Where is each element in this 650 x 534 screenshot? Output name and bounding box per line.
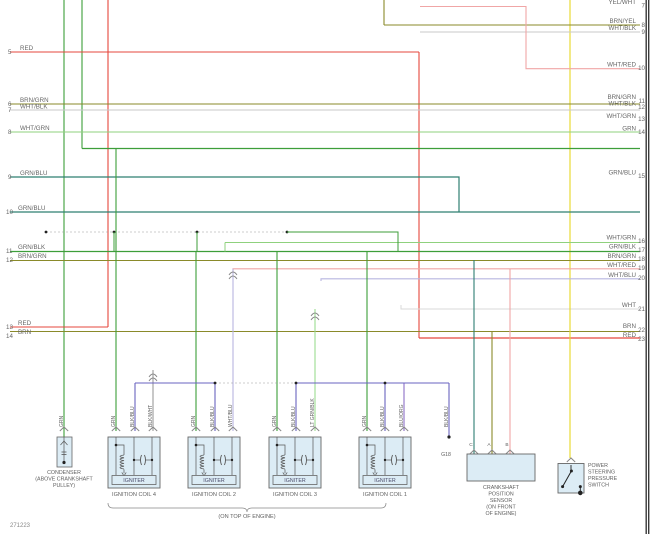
svg-text:IGNITION COIL 1: IGNITION COIL 1 bbox=[363, 492, 407, 498]
svg-text:B: B bbox=[505, 442, 508, 448]
svg-text:15: 15 bbox=[638, 173, 645, 180]
svg-text:18: 18 bbox=[638, 256, 645, 263]
svg-text:IGNITION COIL 4: IGNITION COIL 4 bbox=[112, 492, 156, 498]
svg-text:WHT/GRN: WHT/GRN bbox=[20, 125, 50, 132]
svg-text:GRN: GRN bbox=[191, 416, 197, 428]
svg-text:BLK/BLU: BLK/BLU bbox=[210, 406, 216, 427]
svg-text:22: 22 bbox=[638, 327, 645, 334]
svg-text:BLK/BLU: BLK/BLU bbox=[380, 406, 386, 427]
svg-text:12: 12 bbox=[6, 257, 13, 264]
svg-text:7: 7 bbox=[642, 3, 646, 10]
svg-text:WHT: WHT bbox=[622, 302, 636, 309]
svg-text:BRN/YEL: BRN/YEL bbox=[610, 18, 637, 25]
svg-text:IGNITION COIL 2: IGNITION COIL 2 bbox=[192, 492, 236, 498]
svg-text:STEERING: STEERING bbox=[588, 470, 615, 476]
svg-text:23: 23 bbox=[638, 336, 645, 343]
svg-text:RED: RED bbox=[18, 320, 32, 327]
svg-text:(ON TOP OF ENGINE): (ON TOP OF ENGINE) bbox=[218, 514, 275, 520]
svg-text:CRANKSHAFT: CRANKSHAFT bbox=[483, 485, 520, 491]
svg-text:WHT/BLK: WHT/BLK bbox=[608, 25, 636, 32]
svg-text:C: C bbox=[469, 442, 473, 448]
svg-text:BRN/GRN: BRN/GRN bbox=[607, 253, 636, 260]
svg-text:SENSOR: SENSOR bbox=[490, 498, 513, 504]
svg-text:16: 16 bbox=[638, 238, 645, 245]
svg-text:GRN: GRN bbox=[111, 416, 117, 428]
svg-text:GRN/BLU: GRN/BLU bbox=[18, 205, 46, 212]
svg-text:YEL/WHT: YEL/WHT bbox=[608, 0, 636, 6]
svg-text:CONDENSER: CONDENSER bbox=[47, 470, 81, 476]
svg-text:GRN: GRN bbox=[622, 126, 636, 133]
svg-text:BLU/ORG: BLU/ORG bbox=[399, 404, 405, 427]
svg-text:BLK/BLU: BLK/BLU bbox=[130, 406, 136, 427]
svg-text:OF ENGINE): OF ENGINE) bbox=[486, 511, 517, 517]
svg-text:20: 20 bbox=[638, 275, 645, 282]
svg-text:12: 12 bbox=[638, 104, 645, 111]
svg-text:RED: RED bbox=[623, 332, 637, 339]
svg-text:BLK/WHT: BLK/WHT bbox=[148, 405, 154, 427]
svg-text:BRN: BRN bbox=[18, 329, 31, 336]
svg-text:13: 13 bbox=[638, 116, 645, 123]
svg-text:BRN: BRN bbox=[623, 323, 636, 330]
svg-text:17: 17 bbox=[638, 247, 645, 254]
svg-text:14: 14 bbox=[6, 333, 13, 340]
svg-text:GRN: GRN bbox=[272, 416, 278, 428]
svg-text:LT GRN/BLK: LT GRN/BLK bbox=[310, 398, 316, 427]
svg-text:WHT/RED: WHT/RED bbox=[607, 262, 636, 269]
svg-text:BRN/GRN: BRN/GRN bbox=[18, 253, 47, 260]
svg-text:POSITION: POSITION bbox=[488, 492, 513, 498]
svg-text:BLK/BLU: BLK/BLU bbox=[444, 406, 450, 427]
svg-text:10: 10 bbox=[6, 209, 13, 216]
svg-text:POWER: POWER bbox=[588, 463, 608, 469]
svg-text:GRN: GRN bbox=[59, 416, 65, 428]
svg-text:IGNITION COIL 3: IGNITION COIL 3 bbox=[273, 492, 317, 498]
svg-text:WHT/BLU: WHT/BLU bbox=[608, 272, 636, 279]
svg-text:11: 11 bbox=[6, 248, 13, 255]
svg-text:19: 19 bbox=[638, 265, 645, 272]
svg-text:8: 8 bbox=[642, 22, 646, 29]
svg-text:BLK/BLU: BLK/BLU bbox=[291, 406, 297, 427]
svg-text:5: 5 bbox=[8, 49, 12, 56]
svg-text:8: 8 bbox=[8, 129, 12, 136]
svg-text:9: 9 bbox=[642, 29, 646, 36]
svg-text:GRN/BLU: GRN/BLU bbox=[608, 170, 636, 177]
svg-text:RED: RED bbox=[20, 45, 34, 52]
svg-text:G18: G18 bbox=[441, 452, 451, 458]
svg-text:WHT/GRN: WHT/GRN bbox=[606, 235, 636, 242]
svg-text:GRN/BLK: GRN/BLK bbox=[18, 244, 46, 251]
svg-text:PULLEY): PULLEY) bbox=[53, 483, 75, 489]
svg-text:WHT/GRN: WHT/GRN bbox=[606, 113, 636, 120]
svg-text:(ABOVE CRANKSHAFT: (ABOVE CRANKSHAFT bbox=[35, 477, 93, 483]
svg-text:WHT/RED: WHT/RED bbox=[607, 62, 636, 69]
svg-text:GRN: GRN bbox=[362, 416, 368, 428]
svg-text:GRN/BLK: GRN/BLK bbox=[609, 244, 637, 251]
svg-text:271223: 271223 bbox=[10, 523, 31, 529]
svg-text:10: 10 bbox=[638, 65, 645, 72]
svg-text:14: 14 bbox=[638, 129, 645, 136]
svg-text:GRN/BLU: GRN/BLU bbox=[20, 170, 48, 177]
svg-text:21: 21 bbox=[638, 306, 645, 313]
svg-text:WHT/BLK: WHT/BLK bbox=[608, 101, 636, 108]
svg-text:PRESSURE: PRESSURE bbox=[588, 476, 618, 482]
svg-text:7: 7 bbox=[8, 107, 12, 114]
svg-text:(ON FRONT: (ON FRONT bbox=[486, 505, 516, 511]
svg-text:13: 13 bbox=[6, 324, 13, 331]
svg-text:WHT/BLK: WHT/BLK bbox=[20, 104, 48, 111]
svg-text:WHT/BLU: WHT/BLU bbox=[228, 404, 234, 427]
svg-text:SWITCH: SWITCH bbox=[588, 483, 609, 489]
svg-text:9: 9 bbox=[8, 174, 12, 181]
